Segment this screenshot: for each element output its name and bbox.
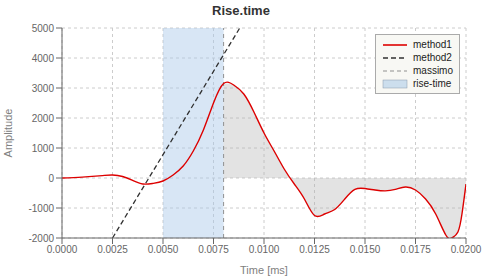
html-text:method2: method2 [413, 52, 452, 63]
svg-text:0: 0 [48, 173, 54, 184]
svg-text:Amplitude: Amplitude [8, 109, 14, 158]
html-text:method1: method1 [413, 39, 452, 50]
svg-text:5000: 5000 [32, 23, 55, 34]
html-text:Rise.time: Rise.time [212, 3, 270, 18]
svg-text:0.0050: 0.0050 [148, 244, 179, 255]
html-text:rise-time: rise-time [413, 78, 452, 89]
svg-text:0.0100: 0.0100 [249, 244, 280, 255]
svg-text:0.0125: 0.0125 [299, 244, 330, 255]
svg-text:0.0000: 0.0000 [47, 244, 78, 255]
svg-text:2000: 2000 [32, 113, 55, 124]
svg-text:0.0175: 0.0175 [400, 244, 431, 255]
svg-text:0.0150: 0.0150 [350, 244, 381, 255]
svg-text:0.0025: 0.0025 [97, 244, 128, 255]
svg-text:3000: 3000 [32, 83, 55, 94]
svg-text:0.0200: 0.0200 [451, 244, 474, 255]
svg-text:0.0075: 0.0075 [198, 244, 229, 255]
svg-text:-1000: -1000 [28, 203, 54, 214]
svg-text:-2000: -2000 [28, 233, 54, 244]
svg-text:Time [ms]: Time [ms] [240, 264, 288, 276]
html-text:massimo: massimo [413, 65, 453, 76]
svg-text:1000: 1000 [32, 143, 55, 154]
svg-text:4000: 4000 [32, 53, 55, 64]
